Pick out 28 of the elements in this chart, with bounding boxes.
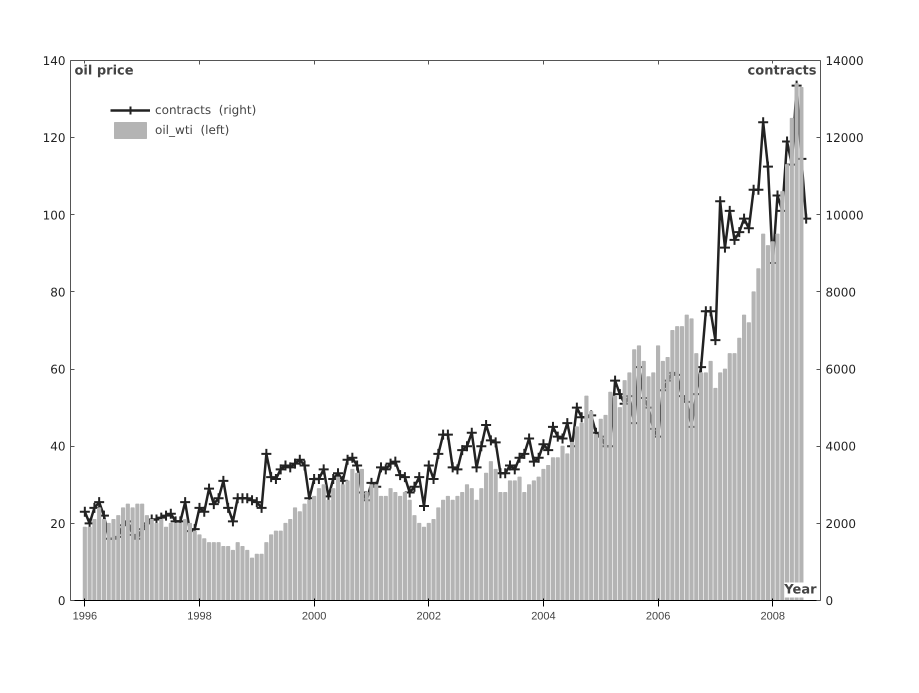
y2-tick-label: 8000 [826, 285, 856, 300]
y-tick-label: 0 [58, 594, 66, 608]
y2-tick-label: 6000 [826, 362, 856, 377]
x-tick-label: 2004 [531, 610, 556, 622]
y2-axis-title: contracts [748, 64, 817, 78]
x-tick-label: 2000 [302, 610, 326, 622]
x-tick-label: 2006 [646, 610, 670, 622]
x-tick-label: 2002 [416, 610, 442, 622]
y-tick-label: 20 [50, 516, 66, 531]
y-tick-label: 100 [42, 208, 66, 222]
y2-tick-label: 12000 [826, 131, 864, 146]
y2-tick-label: 10000 [826, 208, 864, 222]
y2-tick-label: 4000 [826, 440, 856, 454]
y2-tick-label: 0 [826, 594, 834, 608]
legend-label: contracts (right) [155, 103, 256, 117]
x-tick-label: 1996 [72, 610, 98, 622]
y-axis-title: oil price [74, 64, 134, 78]
x-tick-label: 2008 [760, 610, 785, 622]
y-tick-label: 60 [50, 362, 66, 377]
y2-tick-label: 14000 [826, 54, 864, 68]
y2-tick-label: 2000 [826, 516, 856, 531]
x-axis-title: Year [783, 582, 818, 598]
y-tick-label: 140 [42, 54, 66, 68]
y-tick-label: 120 [42, 131, 66, 146]
legend-label: oil_wti (left) [155, 123, 230, 137]
y-tick-label: 40 [50, 440, 66, 454]
x-tick-label: 1998 [187, 610, 212, 622]
y-tick-label: 80 [50, 285, 66, 300]
